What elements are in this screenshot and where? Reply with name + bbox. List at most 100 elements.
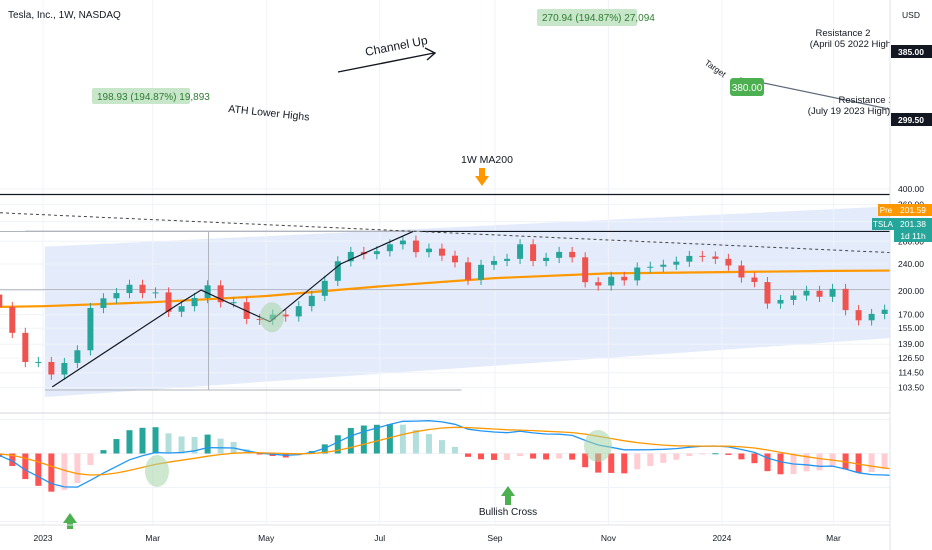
- candle: [113, 288, 120, 304]
- candle: [764, 277, 771, 309]
- time-tick-label: Jul: [374, 533, 385, 543]
- candle-body: [465, 262, 471, 280]
- candle: [334, 256, 341, 287]
- macd-histogram-bar: [347, 427, 354, 454]
- candle-body: [634, 267, 641, 281]
- macd-histogram-bar: [647, 453, 654, 466]
- candle-body: [230, 302, 237, 304]
- candle-body: [829, 288, 836, 297]
- time-tick-label: Sep: [487, 533, 502, 543]
- macd-histogram-bar: [412, 430, 419, 454]
- candle: [230, 297, 237, 308]
- macd-histogram-bar: [816, 453, 823, 471]
- candle: [256, 313, 263, 325]
- candle-body: [647, 266, 654, 268]
- candle-body: [9, 306, 16, 333]
- macd-histogram-bar: [491, 453, 498, 460]
- price-tick-label: 126.50: [898, 353, 924, 363]
- candle: [881, 304, 888, 320]
- candle-body: [152, 292, 159, 294]
- price-tick-label: 155.00: [898, 323, 924, 333]
- macd-histogram-bar: [673, 453, 680, 460]
- candle-body: [530, 244, 537, 261]
- price-tick-label: 114.50: [898, 368, 924, 378]
- target-price-badge: 380.00: [730, 78, 764, 96]
- candle-body: [816, 290, 823, 297]
- macd-histogram-bar: [152, 427, 159, 454]
- candle-body: [881, 309, 888, 314]
- candle: [582, 252, 589, 288]
- candle: [204, 280, 211, 304]
- time-tick-label: Mar: [826, 533, 841, 543]
- candle: [530, 239, 537, 267]
- projection-lines: [51, 77, 932, 388]
- time-tick-label: 2023: [34, 533, 53, 543]
- candle-body: [334, 261, 341, 281]
- macd-histogram-bar: [35, 453, 42, 486]
- candle-body: [386, 244, 393, 252]
- macd-histogram-bar: [22, 453, 29, 480]
- candle-body: [621, 276, 628, 281]
- r2-price-tag: 385.00: [891, 45, 932, 58]
- candle-body: [139, 284, 146, 294]
- time-tick-label: Mar: [145, 533, 160, 543]
- ma200-label: 1W MA200: [461, 154, 513, 166]
- candle: [126, 279, 133, 299]
- candle: [35, 356, 42, 368]
- candle-body: [504, 258, 511, 261]
- macd-cross-arrow-2023: [63, 513, 77, 529]
- candle: [777, 294, 784, 309]
- candle-body: [217, 285, 224, 303]
- reference-lines: [0, 184, 932, 391]
- chart-title: Tesla, Inc., 1W, NASDAQ: [8, 10, 121, 21]
- candle-body: [699, 255, 706, 257]
- macd-line: [0, 420, 932, 488]
- macd-histogram-bar: [634, 453, 641, 470]
- candle: [74, 345, 81, 369]
- candle-body: [126, 284, 133, 294]
- candle-body: [608, 276, 615, 286]
- candle: [282, 309, 289, 322]
- macd-histogram-bar: [0, 453, 3, 457]
- candle: [699, 250, 706, 262]
- candle: [321, 275, 328, 302]
- resistance-2-subtitle: (April 05 2022 High): [810, 39, 895, 50]
- target-price-text: 380.00: [732, 83, 763, 94]
- highlight-circle-may-2023: [259, 302, 284, 333]
- candle-body: [399, 240, 406, 245]
- candle-body: [725, 258, 732, 266]
- candle: [412, 235, 419, 258]
- price-axis-bg: [890, 0, 932, 550]
- candle: [100, 293, 107, 314]
- candle: [347, 246, 354, 267]
- macd-histogram-bar: [582, 453, 589, 468]
- bullish-cross-label: Bullish Cross: [479, 507, 537, 518]
- candle: [152, 287, 159, 299]
- candle-body: [35, 361, 42, 363]
- candle-body: [595, 282, 602, 286]
- candle: [790, 290, 797, 306]
- candle-body: [582, 257, 589, 283]
- ma200-line: [0, 269, 932, 308]
- candle-body: [751, 277, 758, 283]
- macd-histogram-bar: [100, 450, 107, 454]
- candle-body: [308, 295, 315, 307]
- macd-histogram-bar: [855, 453, 862, 473]
- candle-body: [855, 310, 862, 321]
- candle: [868, 308, 875, 326]
- macd-histogram-bar: [543, 453, 550, 460]
- candle: [438, 243, 445, 261]
- candle: [751, 272, 758, 288]
- price-tick-label: 400.00: [898, 184, 924, 194]
- candle: [595, 277, 602, 291]
- candle: [725, 253, 732, 271]
- pre-label-text: Pre: [880, 206, 893, 215]
- candle: [295, 301, 302, 322]
- candle-body: [373, 251, 380, 255]
- macd-histogram-bar: [438, 440, 445, 454]
- candle: [0, 294, 3, 307]
- candle-body: [74, 350, 81, 363]
- tsla-label-text: TSLA: [873, 220, 894, 229]
- candle: [803, 285, 810, 301]
- macd-histogram-bar: [699, 453, 706, 455]
